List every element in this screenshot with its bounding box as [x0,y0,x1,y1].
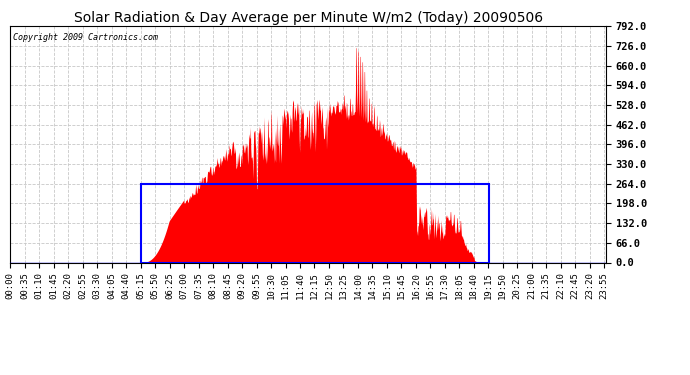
Bar [141,184,489,262]
Text: Copyright 2009 Cartronics.com: Copyright 2009 Cartronics.com [13,33,158,42]
Title: Solar Radiation & Day Average per Minute W/m2 (Today) 20090506: Solar Radiation & Day Average per Minute… [74,11,542,25]
